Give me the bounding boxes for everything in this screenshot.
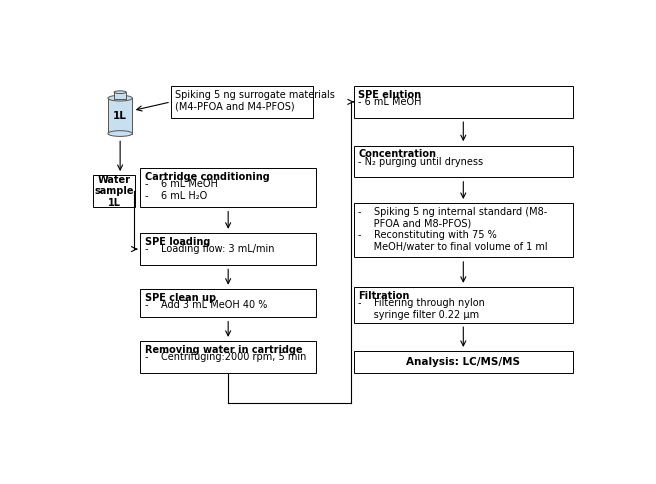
Ellipse shape <box>114 91 126 93</box>
Bar <box>354 287 573 323</box>
Bar <box>354 351 573 373</box>
Text: Removing water in cartridge: Removing water in cartridge <box>144 345 302 355</box>
Bar <box>354 203 573 257</box>
Text: -    Centrifuging:2000 rpm, 5 min: - Centrifuging:2000 rpm, 5 min <box>144 352 306 363</box>
Bar <box>140 289 316 317</box>
Text: Concentration: Concentration <box>358 150 436 159</box>
Bar <box>171 86 314 118</box>
Text: -    Filtering through nylon
     syringe filter 0.22 μm: - Filtering through nylon syringe filter… <box>358 299 485 320</box>
Text: Analysis: LC/MS/MS: Analysis: LC/MS/MS <box>406 357 520 367</box>
Text: -    Loading flow: 3 mL/min: - Loading flow: 3 mL/min <box>144 244 274 255</box>
Text: -    6 mL MeOH
-    6 mL H₂O: - 6 mL MeOH - 6 mL H₂O <box>144 179 217 201</box>
Text: Cartridge conditioning: Cartridge conditioning <box>144 172 269 182</box>
Bar <box>93 176 135 207</box>
Text: -    Spiking 5 ng internal standard (M8-
     PFOA and M8-PFOS)
-    Reconstitut: - Spiking 5 ng internal standard (M8- PF… <box>358 207 548 252</box>
Text: Filtration: Filtration <box>358 291 409 301</box>
Text: - 6 mL MeOH: - 6 mL MeOH <box>358 97 422 107</box>
Text: SPE loading: SPE loading <box>144 237 210 247</box>
Text: SPE clean up: SPE clean up <box>144 293 216 303</box>
Text: Water
sample
1L: Water sample 1L <box>94 175 134 208</box>
Text: 1L: 1L <box>113 111 127 121</box>
Bar <box>140 341 316 373</box>
Ellipse shape <box>108 131 133 136</box>
Text: -    Add 3 mL MeOH 40 %: - Add 3 mL MeOH 40 % <box>144 300 267 310</box>
Text: SPE elution: SPE elution <box>358 90 421 100</box>
Bar <box>108 98 133 134</box>
Bar <box>354 146 573 177</box>
Bar <box>354 86 573 118</box>
Bar <box>140 233 316 265</box>
Text: Spiking 5 ng surrogate materials
(M4-PFOA and M4-PFOS): Spiking 5 ng surrogate materials (M4-PFO… <box>175 90 335 111</box>
Text: - N₂ purging until dryness: - N₂ purging until dryness <box>358 157 483 167</box>
Bar <box>140 168 316 207</box>
Ellipse shape <box>108 95 133 101</box>
Bar <box>114 92 126 99</box>
